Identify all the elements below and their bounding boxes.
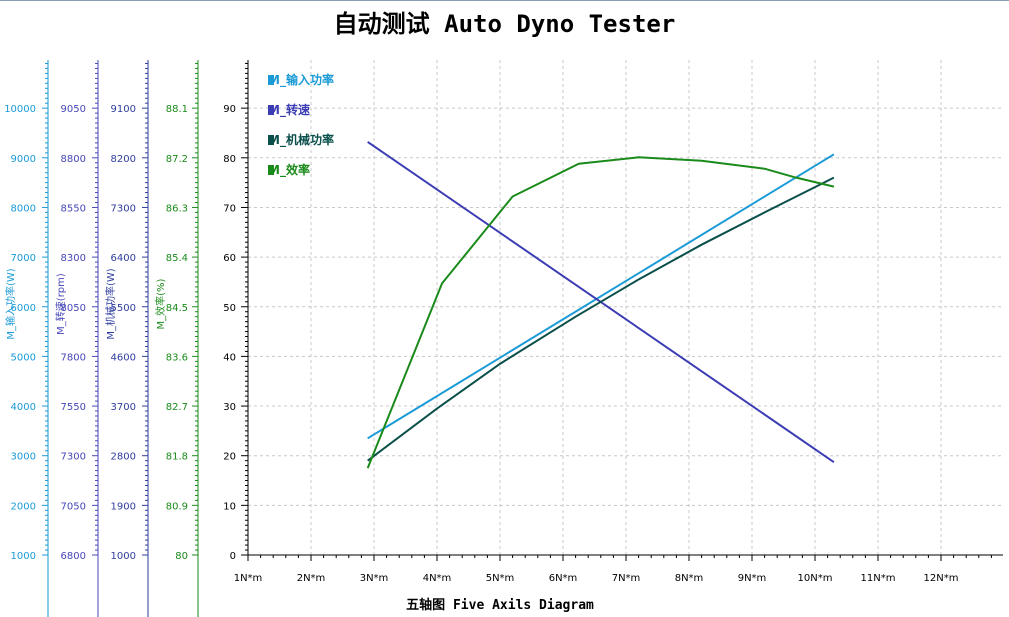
axis-tick-label: 1000	[11, 551, 36, 562]
axis-title: M_转速(rpm)	[54, 273, 67, 335]
axis-tick-label: 88.1	[166, 104, 188, 115]
axis-tick-label: 7050	[61, 501, 86, 512]
axis-tick-label: 2800	[111, 452, 136, 463]
x-tick-label: 7N*m	[612, 573, 641, 584]
x-tick-label: 8N*m	[675, 573, 704, 584]
top-border	[0, 0, 1009, 1]
y-axis-mech-power: 1000 1900 2800 3700 4600 5500 6400 7300 8200 9100…	[104, 60, 149, 617]
x-tick-label: 3N*m	[360, 573, 389, 584]
axis-tick-label: 10000	[4, 104, 36, 115]
axis-tick-label: 80.9	[166, 501, 188, 512]
chart-title: 自动测试 Auto Dyno Tester	[333, 10, 676, 38]
legend-swatch	[268, 165, 274, 175]
chart-subtitle: 五轴图 Five Axils Diagram	[406, 598, 594, 613]
axis-tick-label: 8300	[61, 253, 86, 264]
legend-swatch	[268, 105, 274, 115]
legend-label: M_机械功率	[268, 132, 334, 148]
axis-tick-label: 7300	[61, 452, 86, 463]
series-line-4	[366, 156, 835, 469]
series-line-1	[367, 153, 835, 440]
axis-tick-label: 1900	[111, 501, 136, 512]
x-tick-label: 12N*m	[924, 573, 959, 584]
axis-tick-label: 6800	[61, 551, 86, 562]
x-tick-label: 4N*m	[423, 573, 452, 584]
axis-tick-label: 85.4	[166, 253, 188, 264]
axis-tick-label: 2000	[11, 501, 36, 512]
x-tick-label: 9N*m	[738, 573, 767, 584]
axis-title: M_机械功率(W)	[104, 268, 117, 339]
x-tick-label: 11N*m	[861, 573, 896, 584]
x-tick-label: 5N*m	[486, 573, 515, 584]
axis-tick-label: 6400	[111, 253, 136, 264]
series-line-3	[367, 176, 835, 462]
axis-tick-label: 8550	[61, 203, 86, 214]
axis-title: M_输入功率(W)	[4, 268, 17, 339]
axis-tick-label: 1000	[111, 551, 136, 562]
y-tick-label-main: 20	[223, 452, 236, 463]
axis-tick-label: 4000	[11, 402, 36, 413]
x-tick-label: 2N*m	[297, 573, 326, 584]
y-tick-label-main: 30	[223, 402, 236, 413]
x-tick-label: 6N*m	[549, 573, 578, 584]
y-tick-label-main: 0	[230, 551, 236, 562]
axis-tick-label: 9050	[61, 104, 86, 115]
axis-tick-label: 4600	[111, 352, 136, 363]
y-tick-label-main: 60	[223, 253, 236, 264]
y-tick-label-main: 40	[223, 352, 236, 363]
axis-tick-label: 6000	[11, 303, 36, 314]
y-tick-label-main: 10	[223, 501, 236, 512]
y-axis-efficiency: 80 80.9 81.8 82.7 83.6 84.5 85.4 86.3 87.2 88.1 M_…	[154, 60, 199, 617]
legend-label: M_效率	[268, 162, 310, 178]
axis-tick-label: 3700	[111, 402, 136, 413]
y-tick-label-main: 90	[223, 104, 236, 115]
y-tick-label-main: 80	[223, 154, 236, 165]
x-tick-label: 1N*m	[234, 573, 263, 584]
axis-tick-label: 9100	[111, 104, 136, 115]
axis-tick-label: 8200	[111, 154, 136, 165]
axis-tick-label: 5500	[111, 303, 136, 314]
legend-swatch	[268, 75, 274, 85]
axis-tick-label: 5000	[11, 352, 36, 363]
y-tick-label-main: 70	[223, 203, 236, 214]
y-axis-speed: 6800 7050 7300 7550 7800 8050 8300 8550 8800 9050…	[54, 60, 99, 617]
axis-tick-label: 8800	[61, 154, 86, 165]
axis-tick-label: 3000	[11, 452, 36, 463]
axis-tick-label: 7300	[111, 203, 136, 214]
axis-tick-label: 7550	[61, 402, 86, 413]
x-tick-label: 10N*m	[798, 573, 833, 584]
axis-tick-label: 8050	[61, 303, 86, 314]
grid-lines	[248, 60, 1003, 555]
legend-label: M_转速	[268, 102, 310, 118]
axis-tick-label: 86.3	[166, 203, 188, 214]
axis-tick-label: 7000	[11, 253, 36, 264]
axis-tick-label: 9000	[11, 154, 36, 165]
legend-label: M_输入功率	[268, 72, 334, 88]
axis-tick-label: 7800	[61, 352, 86, 363]
axis-tick-label: 8000	[11, 203, 36, 214]
axis-tick-label: 87.2	[166, 154, 188, 165]
axis-tick-label: 81.8	[166, 452, 188, 463]
axis-tick-label: 80	[175, 551, 188, 562]
y-tick-label-main: 50	[223, 303, 236, 314]
axis-tick-label: 83.6	[166, 352, 188, 363]
axis-title: M_效率(%)	[154, 278, 167, 329]
axis-tick-label: 82.7	[166, 402, 188, 413]
legend-swatch	[268, 135, 274, 145]
legend: M_输入功率 M_转速 M_机械功率 M_效率	[268, 72, 334, 178]
axis-tick-label: 84.5	[166, 303, 188, 314]
y-axis-input-power: 1000 2000 3000 4000 5000 6000 7000 8000 9000 1000…	[4, 60, 49, 617]
